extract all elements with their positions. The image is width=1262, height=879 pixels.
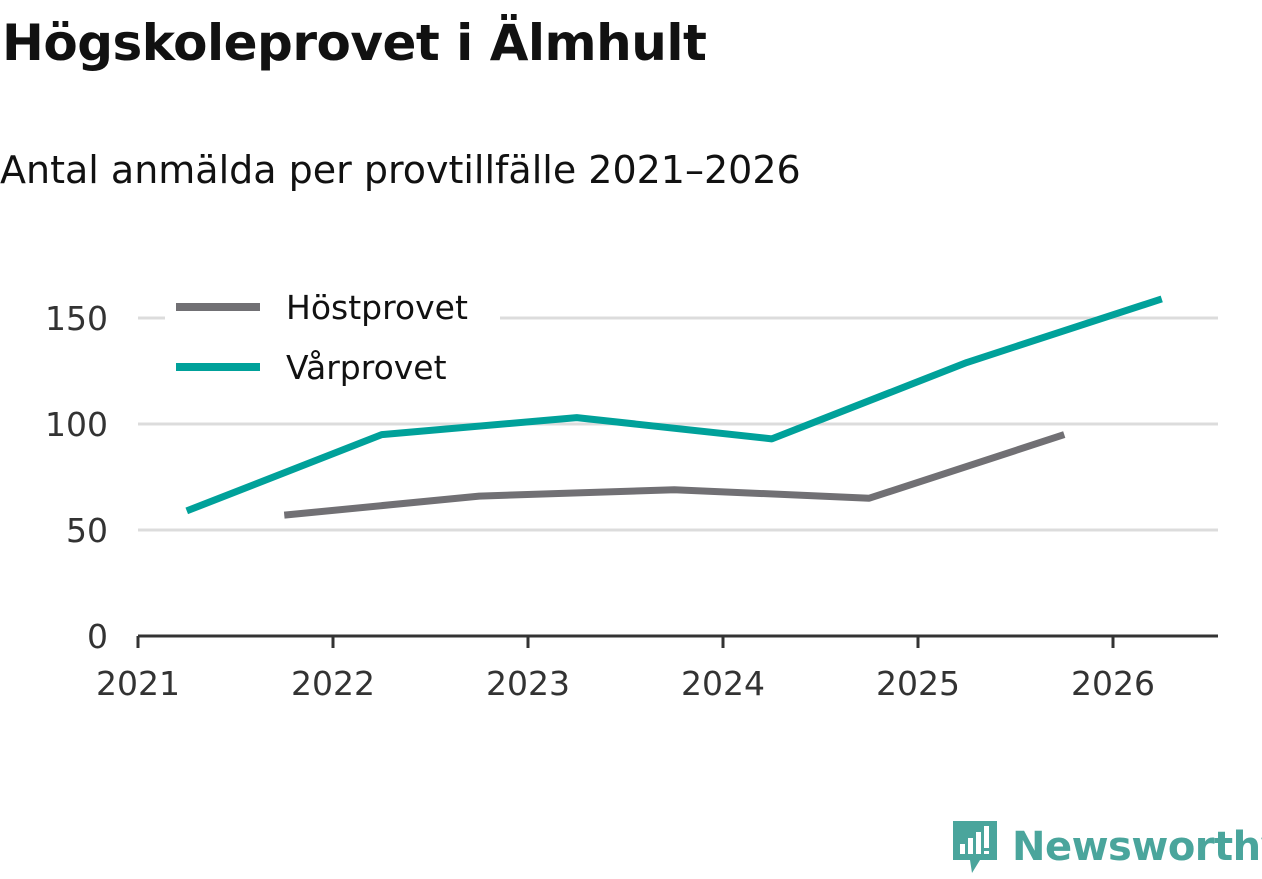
legend-label: Höstprovet bbox=[286, 288, 468, 327]
x-tick-label: 2023 bbox=[486, 664, 570, 703]
chart-subtitle: Antal anmälda per provtillfälle 2021–202… bbox=[0, 148, 801, 192]
legend-background bbox=[165, 282, 500, 394]
brand-logo: Newsworthy bbox=[950, 818, 1262, 876]
y-tick-label: 50 bbox=[66, 511, 108, 550]
x-tick-label: 2021 bbox=[96, 664, 180, 703]
chart-title: Högskoleprovet i Älmhult bbox=[2, 14, 707, 72]
x-tick-label: 2026 bbox=[1071, 664, 1155, 703]
x-tick-label: 2024 bbox=[681, 664, 765, 703]
x-tick-label: 2025 bbox=[876, 664, 960, 703]
brand-name: Newsworthy bbox=[1012, 824, 1262, 870]
newsworthy-logo-icon bbox=[953, 821, 997, 873]
y-tick-label: 100 bbox=[45, 405, 108, 444]
legend-label: Vårprovet bbox=[286, 348, 447, 387]
axes: 0 50 100 150 2021 2022 2023 2024 2025 2026 bbox=[45, 299, 1218, 703]
y-tick-label: 0 bbox=[87, 617, 108, 656]
y-tick-label: 150 bbox=[45, 299, 108, 338]
series-line-varprovet bbox=[185, 295, 1163, 515]
series-line-hostprovet bbox=[283, 431, 1066, 519]
x-tick-label: 2022 bbox=[291, 664, 375, 703]
legend: Höstprovet Vårprovet bbox=[165, 282, 500, 394]
series-lines bbox=[185, 295, 1163, 519]
